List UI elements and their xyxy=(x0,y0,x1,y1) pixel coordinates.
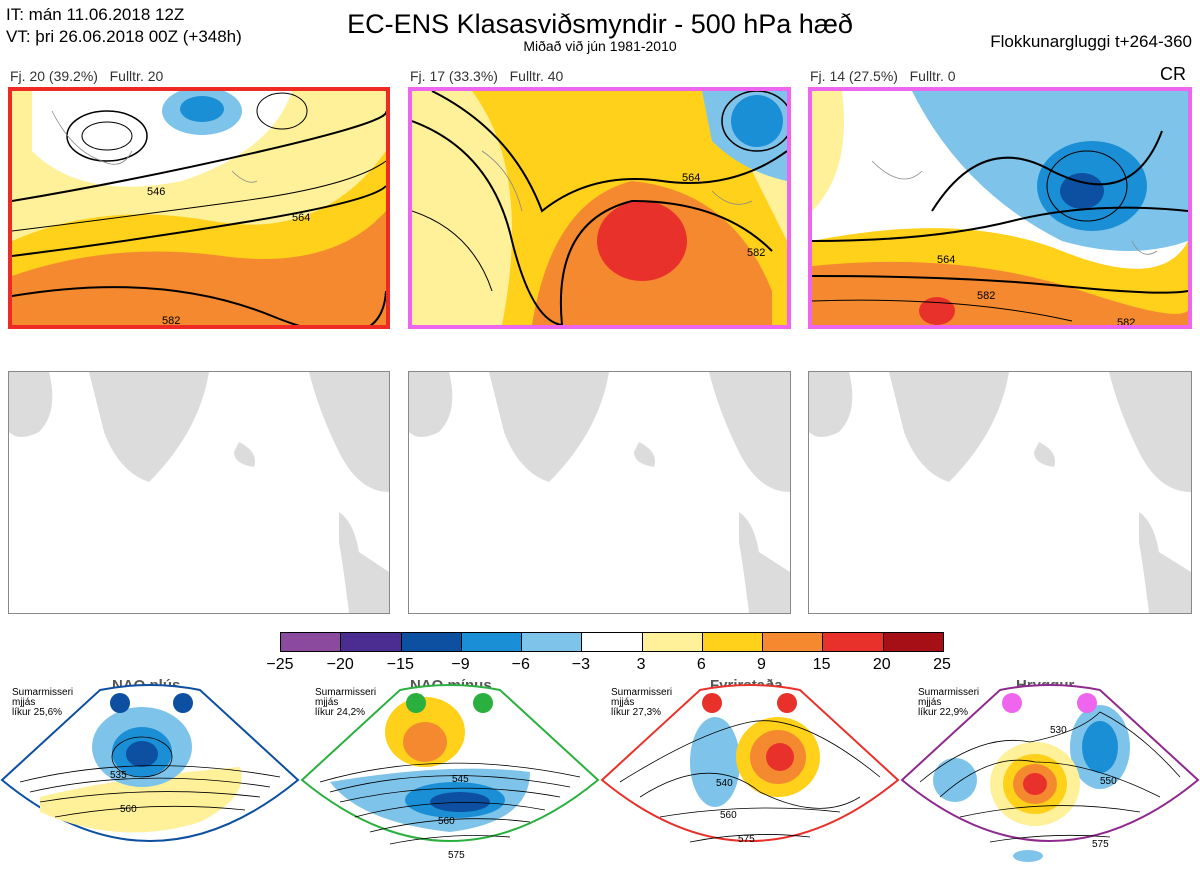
colorbar-segment xyxy=(522,633,583,651)
colorbar-tick-label: 15 xyxy=(812,656,831,673)
cluster-map-3: 564 582 582 xyxy=(808,87,1192,329)
panel-2-count: Fj. 17 (33.3%) xyxy=(410,68,498,84)
header-info: IT: mán 11.06.2018 12Z VT: þri 26.06.201… xyxy=(6,4,242,48)
empty-map-2 xyxy=(408,371,791,614)
empty-map-3 xyxy=(808,371,1192,614)
regime-4-contour-label: 550 xyxy=(1100,776,1117,787)
colorbar-segment xyxy=(642,633,703,651)
panel-3-contour-label: 582 xyxy=(1117,317,1135,325)
regime-3-contour-label: 540 xyxy=(716,778,733,789)
panel-2-contour-label: 582 xyxy=(747,247,765,259)
colorbar-tick-label: 20 xyxy=(872,656,891,673)
panel-3-representative: Fulltr. 0 xyxy=(909,68,956,84)
colorbar-tick-label: 6 xyxy=(696,656,706,673)
colorbar-tick-label: 9 xyxy=(757,656,766,673)
regime-2-dot xyxy=(406,693,426,713)
regime-2-contour-label: 560 xyxy=(438,816,455,827)
regime-2-contour-label: 575 xyxy=(448,850,465,861)
regime-4-dot xyxy=(1077,693,1097,713)
panel-3-count: Fj. 14 (27.5%) xyxy=(810,68,898,84)
panel-3-contour-label: 582 xyxy=(977,290,995,302)
panel-1-label: Fj. 20 (39.2%) Fulltr. 20 xyxy=(10,68,163,84)
regime-3-dot xyxy=(777,693,797,713)
initial-time: IT: mán 11.06.2018 12Z xyxy=(6,5,185,24)
valid-time: VT: þri 26.06.2018 00Z (+348h) xyxy=(6,27,242,46)
colorbar-segment xyxy=(281,633,342,651)
classification-window: Flokkunargluggi t+264-360 xyxy=(990,32,1192,51)
colorbar-tick-label: −6 xyxy=(511,656,530,673)
colorbar-tick-label: 3 xyxy=(636,656,646,673)
colorbar-tick-label: −15 xyxy=(386,656,414,673)
panel-3-contour-label: 564 xyxy=(937,254,955,266)
regime-1-dot xyxy=(110,693,130,713)
regime-1-note: Sumarmisseri mjjás líkur 25,6% xyxy=(12,687,74,718)
colorbar-tick-label: 25 xyxy=(933,656,951,673)
regime-1-dot xyxy=(173,693,193,713)
colorbar-tick-label: −20 xyxy=(326,656,354,673)
panel-3-label: Fj. 14 (27.5%) Fulltr. 0 xyxy=(810,68,956,84)
cluster-map-1: 546 564 582 xyxy=(8,87,390,329)
panel-2-representative: Fulltr. 40 xyxy=(509,68,564,84)
colorbar-tick-label: −9 xyxy=(451,656,470,673)
colorbar-segment xyxy=(883,633,943,651)
panel-2-contour-label: 564 xyxy=(682,172,700,184)
panel-2-label: Fj. 17 (33.3%) Fulltr. 40 xyxy=(410,68,563,84)
colorbar-segment xyxy=(401,633,462,651)
colorbar-segment xyxy=(763,633,824,651)
empty-map-1 xyxy=(8,371,390,614)
regime-2-note: Sumarmisseri mjjás líkur 24,2% xyxy=(315,687,377,718)
page-subtitle: Miðað við jún 1981-2010 xyxy=(523,38,677,54)
regime-1-contour-label: 535 xyxy=(110,770,127,781)
colorbar-segment xyxy=(461,633,523,651)
cluster-map-2: 564 582 xyxy=(408,87,791,329)
regime-3-contour-label: 560 xyxy=(720,810,737,821)
regime-2-dot xyxy=(473,693,493,713)
colorbar-segment xyxy=(823,633,884,651)
regime-3-note: Sumarmisseri mjjás líkur 27,3% xyxy=(611,687,673,718)
colorbar-tick-label: −25 xyxy=(266,656,294,673)
regime-4-contour-label: 575 xyxy=(1092,839,1109,850)
regime-4-dot xyxy=(1002,693,1022,713)
colorbar-tick-label: −3 xyxy=(571,656,591,673)
panel-1-count: Fj. 20 (39.2%) xyxy=(10,68,98,84)
colorbar-segment xyxy=(702,633,764,651)
regime-3-contour-label: 575 xyxy=(738,834,755,845)
regime-3-dot xyxy=(702,693,722,713)
page-title: EC-ENS Klasasviðsmyndir - 500 hPa hæð xyxy=(347,9,853,39)
cr-label: CR xyxy=(1160,64,1186,84)
panel-1-contour-label: 546 xyxy=(147,186,165,198)
panel-1-contour-label: 564 xyxy=(292,212,310,224)
panel-1-representative: Fulltr. 20 xyxy=(109,68,164,84)
colorbar-segment xyxy=(341,633,402,651)
regime-2-contour-label: 545 xyxy=(452,774,469,785)
regime-4-note: Sumarmisseri mjjás líkur 22,9% xyxy=(918,687,980,718)
panel-1-contour-label: 582 xyxy=(162,315,180,325)
regime-1-contour-label: 560 xyxy=(120,804,137,815)
colorbar xyxy=(280,632,944,652)
regime-4-contour-label: 530 xyxy=(1050,725,1067,736)
colorbar-segment xyxy=(582,633,643,651)
